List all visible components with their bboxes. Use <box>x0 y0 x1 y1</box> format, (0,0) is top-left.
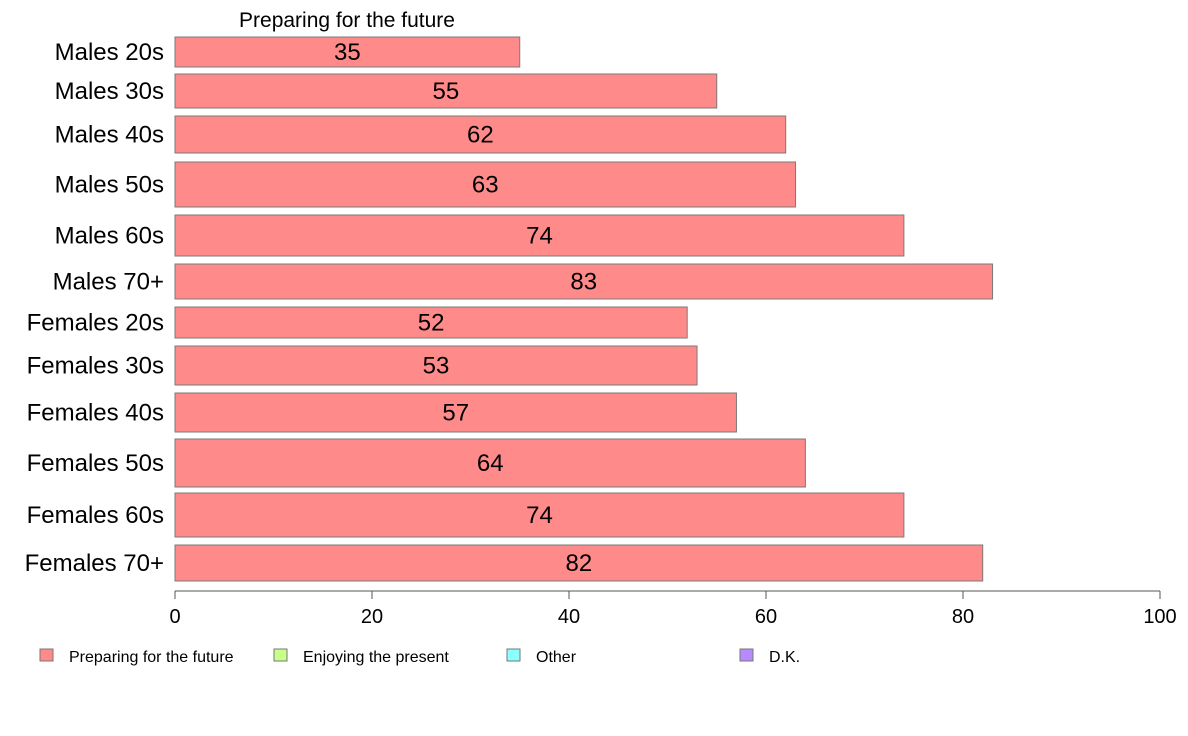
legend-swatch <box>39 648 54 662</box>
x-tick-label: 100 <box>1143 606 1176 628</box>
bar <box>174 392 737 433</box>
bar-group: Females 40s 57 <box>27 392 737 433</box>
bar <box>174 345 698 386</box>
category-label: Females 60s <box>27 502 164 529</box>
data-label: 53 <box>423 353 450 380</box>
category-label: Males 20s <box>55 39 164 66</box>
category-label: Females 30s <box>27 353 164 380</box>
category-label: Males 40s <box>55 122 164 149</box>
data-label: 74 <box>526 223 553 250</box>
bar <box>174 306 688 339</box>
legend-label: D.K. <box>769 649 800 666</box>
category-label: Females 70+ <box>25 550 164 577</box>
x-axis: 0 20 40 60 80 100 <box>169 590 1177 628</box>
data-label: 82 <box>565 550 592 577</box>
legend-swatch <box>506 648 521 662</box>
bar-group: Males 40s 62 <box>55 115 787 154</box>
category-label: Males 50s <box>55 172 164 199</box>
bar <box>174 263 994 300</box>
category-label: Females 40s <box>27 400 164 427</box>
x-tick-label: 0 <box>169 606 180 628</box>
bar-group: Females 50s 64 <box>27 438 806 488</box>
data-label: 64 <box>477 450 504 477</box>
bar-group: Males 50s 63 <box>55 161 797 208</box>
legend-entry: D.K. <box>739 648 800 666</box>
chart-title: Preparing for the future <box>239 9 455 32</box>
category-label: Males 60s <box>55 223 164 250</box>
legend-label: Preparing for the future <box>69 649 234 666</box>
category-label: Males 30s <box>55 78 164 105</box>
bar-group: Females 30s 53 <box>27 345 698 386</box>
bar <box>174 115 787 154</box>
bar <box>174 438 806 488</box>
category-label: Females 20s <box>27 310 164 337</box>
data-label: 62 <box>467 122 494 149</box>
data-label: 35 <box>334 39 361 66</box>
bar <box>174 544 984 582</box>
data-label: 52 <box>418 310 445 337</box>
legend-swatch <box>739 648 754 662</box>
category-label: Females 50s <box>27 450 164 477</box>
legend-entry: Other <box>506 648 577 666</box>
legend-entry: Preparing for the future <box>39 648 234 666</box>
bar <box>174 36 521 68</box>
legend-swatch <box>273 648 288 662</box>
x-tick-label: 20 <box>361 606 383 628</box>
bar <box>174 161 797 208</box>
data-label: 83 <box>570 269 597 296</box>
bar-group: Males 30s 55 <box>55 73 718 109</box>
legend-entry: Enjoying the present <box>273 648 449 666</box>
x-tick-label: 60 <box>755 606 777 628</box>
data-label: 63 <box>472 172 499 199</box>
legend: Preparing for the future Enjoying the pre… <box>39 648 800 666</box>
data-label: 74 <box>526 502 553 529</box>
bar-group: Females 70+ 82 <box>25 544 984 582</box>
data-label: 57 <box>442 400 469 427</box>
bar-group: Males 20s 35 <box>55 36 521 68</box>
bar-group: Females 20s 52 <box>27 306 688 339</box>
x-tick-label: 40 <box>558 606 580 628</box>
legend-label: Other <box>536 649 577 666</box>
bar <box>174 214 905 257</box>
bar-group: Females 60s 74 <box>27 492 905 538</box>
x-tick-label: 80 <box>952 606 974 628</box>
bar-group: Males 70+ 83 <box>53 263 994 300</box>
bar-group: Males 60s 74 <box>55 214 905 257</box>
legend-label: Enjoying the present <box>303 649 449 666</box>
category-label: Males 70+ <box>53 269 164 296</box>
bar <box>174 492 905 538</box>
bar <box>174 73 718 109</box>
data-label: 55 <box>433 78 460 105</box>
